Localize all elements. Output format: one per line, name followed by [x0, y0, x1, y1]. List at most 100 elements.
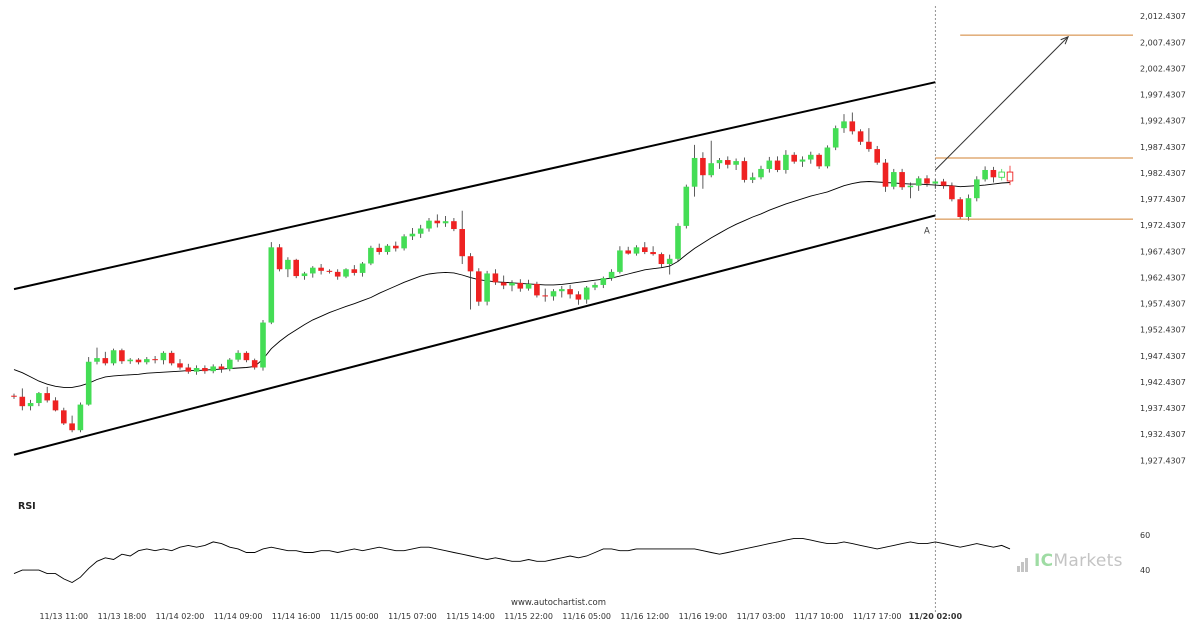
candle-body	[69, 423, 75, 431]
candle-body	[1006, 171, 1014, 182]
price-tick-label: 2,002.4307	[1140, 64, 1186, 73]
candle	[725, 156, 731, 169]
candle-body	[783, 154, 789, 170]
candle-body	[36, 393, 42, 404]
price-tick-label: 1,977.4307	[1140, 195, 1186, 204]
candle	[434, 214, 441, 228]
candle-body	[334, 271, 341, 277]
candle-body	[351, 269, 358, 273]
time-tick-label: 11/17 03:00	[737, 612, 786, 621]
candle	[774, 156, 781, 173]
candle-body	[758, 168, 764, 178]
candle	[85, 357, 92, 406]
rsi-tick-label: 60	[1140, 531, 1150, 540]
candle	[766, 156, 773, 173]
candle-body	[409, 233, 416, 237]
candle-body	[467, 256, 474, 272]
candle-body	[832, 128, 839, 148]
candle	[301, 271, 308, 280]
candle-body	[119, 350, 125, 362]
candle-body	[168, 352, 175, 364]
candle-body	[982, 169, 988, 180]
candle	[525, 279, 532, 291]
candle-body	[343, 269, 349, 277]
candle	[700, 152, 706, 189]
time-tick-label: 11/17 10:00	[795, 612, 844, 621]
candle-body	[998, 171, 1005, 178]
candle-body	[185, 367, 192, 372]
channel-upper-line	[13, 81, 936, 291]
candle-body	[293, 259, 299, 277]
candle	[310, 266, 316, 278]
candle-body	[949, 185, 955, 200]
candles-layer	[11, 112, 1014, 433]
candle	[451, 218, 457, 232]
candle	[227, 358, 233, 372]
candle	[841, 114, 847, 133]
time-tick-label: 11/16 19:00	[679, 612, 728, 621]
candle-body	[874, 149, 880, 163]
candle	[832, 125, 839, 151]
candle-body	[725, 160, 731, 165]
candle	[932, 179, 939, 189]
candle	[19, 388, 26, 411]
time-tick-label: 11/17 17:00	[853, 612, 902, 621]
candle-body	[808, 154, 814, 160]
pattern-point-label: A	[924, 227, 930, 237]
candle	[52, 397, 59, 412]
candle-body	[144, 359, 150, 363]
candle	[758, 165, 764, 180]
candle	[27, 399, 34, 411]
candle	[559, 285, 565, 298]
candle-body	[691, 157, 698, 187]
candle-body	[957, 199, 963, 218]
candle-body	[617, 250, 623, 272]
candle	[442, 215, 449, 227]
price-axis: 2,012.4307 2,007.4307 2,002.4307 1,997.4307…	[1140, 12, 1186, 465]
pattern-layer: A	[13, 34, 1133, 456]
price-tick-label: 1,992.4307	[1140, 117, 1186, 126]
candle-body	[426, 220, 432, 229]
candle-body	[658, 254, 665, 265]
time-tick-label: 11/15 07:00	[388, 612, 437, 621]
candle-body	[567, 289, 573, 295]
candle	[177, 359, 183, 370]
candle-body	[451, 221, 457, 230]
candle	[326, 269, 333, 274]
candle	[102, 351, 109, 366]
candle	[849, 112, 856, 135]
price-tick-label: 2,012.4307	[1140, 12, 1186, 21]
candle-body	[19, 396, 26, 407]
candle	[733, 158, 739, 170]
candle	[351, 265, 358, 276]
brand-prefix: IC	[1034, 551, 1054, 571]
candle-body	[459, 229, 465, 257]
candle	[384, 244, 391, 255]
price-tick-label: 1,982.4307	[1140, 169, 1186, 178]
candle-body	[882, 162, 889, 187]
candle	[824, 145, 831, 169]
candle-body	[218, 366, 225, 370]
candle-body	[633, 247, 640, 254]
candle-body	[85, 361, 92, 405]
candle-body	[484, 273, 490, 302]
candle	[625, 246, 631, 255]
candle	[567, 284, 573, 299]
candle-body	[824, 147, 831, 167]
candle	[368, 245, 374, 266]
candle-body	[11, 395, 17, 397]
candle-body	[650, 252, 656, 255]
candle	[658, 252, 665, 268]
candle-body	[932, 181, 939, 184]
candle-body	[268, 247, 275, 323]
price-tick-label: 1,972.4307	[1140, 221, 1186, 230]
candle-body	[285, 259, 291, 270]
projection-arrow-line	[934, 36, 1069, 171]
candle-body	[907, 185, 914, 188]
candle	[542, 288, 548, 302]
candle	[484, 270, 490, 306]
candle	[69, 415, 75, 433]
candle-body	[434, 220, 441, 224]
